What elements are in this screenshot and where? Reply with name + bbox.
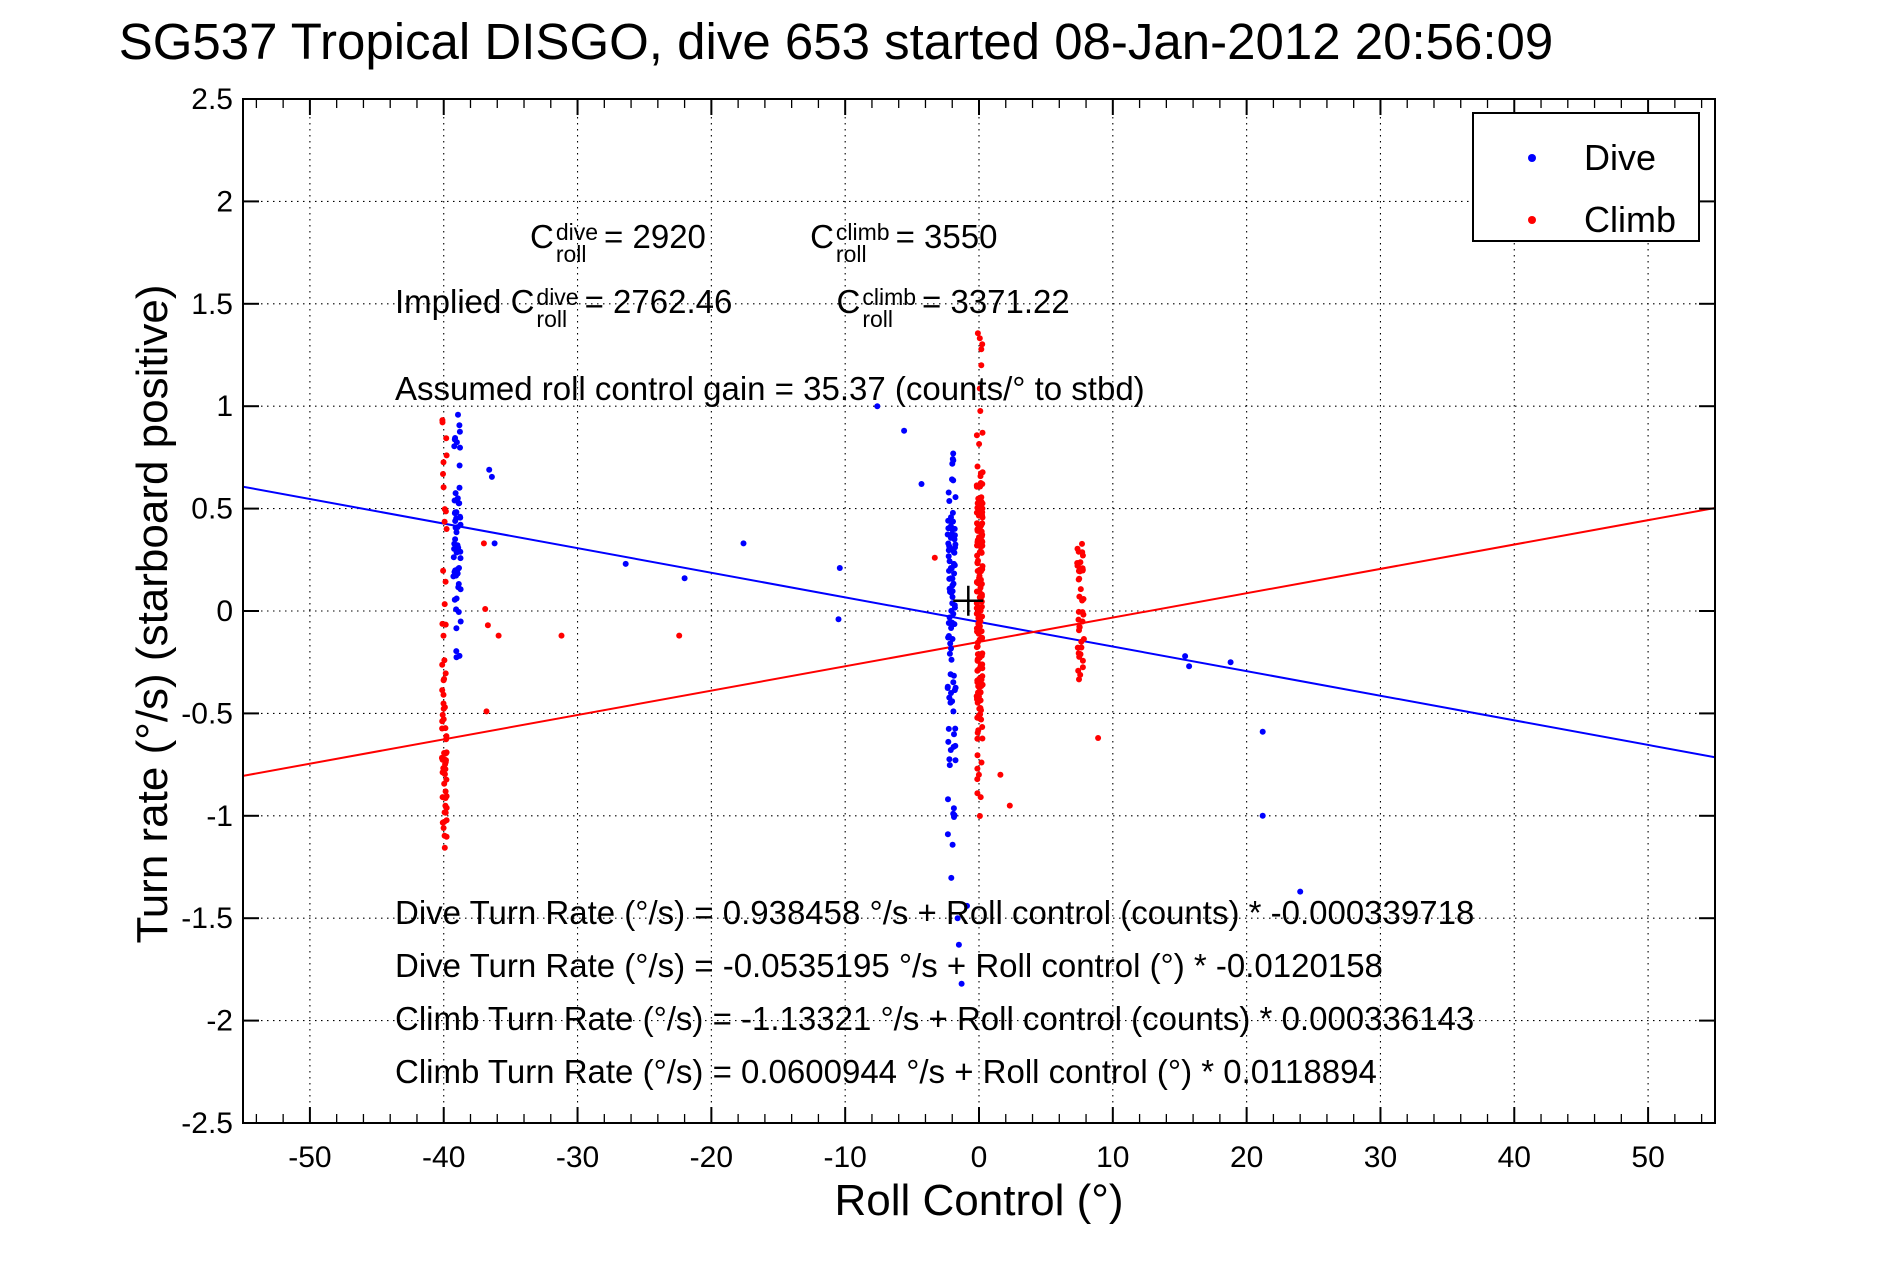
superscript: climb [835, 219, 890, 245]
grid [243, 99, 1715, 1123]
legend: Dive Climb [1472, 112, 1700, 242]
x-axis-label: Roll Control (°) [834, 1176, 1124, 1225]
climb-marker-icon [1528, 216, 1536, 224]
tick-labels: -50 -40 -30 -20 -10 0 10 20 30 40 50-2.5-2-1.5-1-0… [181, 83, 1664, 1174]
roll-gain-annotation: Assumed roll control gain = 35.37 (count… [395, 370, 1145, 407]
superscript: dive [536, 284, 579, 310]
fit-equation: Dive Turn Rate (°/s) = -0.0535195 °/s + … [395, 947, 1383, 984]
x-tick-label: 0 [971, 1141, 988, 1174]
legend-entry-climb: Climb [1474, 198, 1698, 242]
series-dive [450, 403, 1304, 987]
x-tick-label: 30 [1364, 1141, 1397, 1174]
y-tick-label: 2 [216, 185, 233, 218]
x-tick-label: 10 [1096, 1141, 1129, 1174]
x-tick-label: -20 [690, 1141, 733, 1174]
subscript: roll [555, 241, 587, 267]
x-tick-label: -40 [422, 1141, 465, 1174]
legend-label: Climb [1584, 199, 1677, 240]
y-tick-label: -2 [206, 1005, 233, 1038]
fit-equation: Climb Turn Rate (°/s) = 0.0600944 °/s + … [395, 1053, 1377, 1090]
series-climb [439, 330, 1102, 851]
value: = 2920 [604, 218, 706, 255]
y-tick-label: 2.5 [191, 83, 233, 116]
y-axis-label: Turn rate (°/s) (starboard positive) [128, 284, 177, 944]
y-tick-label: 0 [216, 595, 233, 628]
subscript: roll [862, 306, 894, 332]
y-tick-label: 0.5 [191, 493, 233, 526]
minor-tick-marks [255, 99, 1703, 1123]
value: = 3550 [895, 218, 998, 255]
x-tick-label: 40 [1498, 1141, 1531, 1174]
dive-marker-icon [1528, 154, 1536, 162]
y-tick-label: -1.5 [181, 902, 233, 935]
y-tick-label: -1 [206, 800, 233, 833]
superscript: climb [862, 284, 917, 310]
y-tick-label: -0.5 [181, 697, 233, 730]
y-tick-label: 1.5 [191, 288, 233, 321]
x-tick-label: -50 [288, 1141, 331, 1174]
legend-label: Dive [1584, 137, 1657, 178]
x-tick-label: -10 [824, 1141, 867, 1174]
center-plus-marker [953, 585, 984, 616]
x-tick-label: 50 [1631, 1141, 1664, 1174]
chart-title: SG537 Tropical DISGO, dive 653 started 0… [118, 13, 1554, 70]
fit-equations-block: Dive Turn Rate (°/s) = 0.938458 °/s + Ro… [395, 886, 1474, 1098]
fit-equation: Dive Turn Rate (°/s) = 0.938458 °/s + Ro… [395, 894, 1475, 931]
prefix: Implied [395, 283, 511, 320]
legend-entry-dive: Dive [1474, 136, 1698, 180]
y-tick-label: -2.5 [181, 1107, 233, 1140]
value: = 3371.22 [922, 283, 1070, 320]
superscript: dive [555, 219, 599, 245]
y-tick-label: 1 [216, 390, 233, 423]
value: = 2762.46 [584, 283, 733, 320]
subscript: roll [835, 241, 867, 267]
subscript: roll [536, 306, 568, 332]
x-tick-label: 20 [1230, 1141, 1263, 1174]
data-layer [243, 330, 1715, 987]
fit-equation: Climb Turn Rate (°/s) = -1.13321 °/s + R… [395, 1000, 1475, 1037]
x-tick-label: -30 [556, 1141, 599, 1174]
